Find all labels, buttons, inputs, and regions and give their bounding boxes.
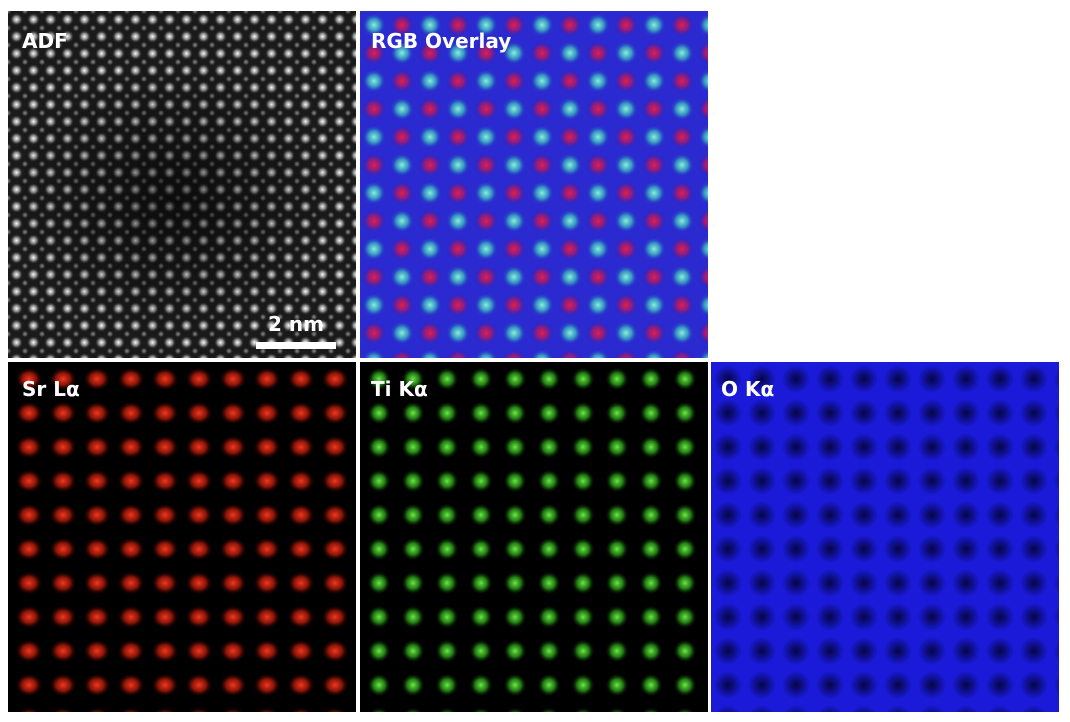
scale-bar (256, 342, 336, 349)
rgb-image (360, 11, 708, 358)
o-image (711, 362, 1059, 712)
panel-label: ADF (22, 29, 68, 53)
panel-sr: Sr Lα (8, 362, 356, 712)
panel-rgb: RGB Overlay (360, 11, 708, 358)
panel-label: RGB Overlay (371, 29, 511, 53)
ti-image (360, 362, 708, 712)
sr-image (8, 362, 356, 712)
scale-bar-label: 2 nm (268, 312, 324, 336)
panel-o: O Kα (711, 362, 1059, 712)
panel-ti: Ti Kα (360, 362, 708, 712)
adf-shade (20, 60, 360, 340)
panel-adf: ADF 2 nm (8, 11, 360, 358)
panel-label: Sr Lα (22, 377, 80, 401)
panel-label: O Kα (721, 377, 774, 401)
panel-label: Ti Kα (371, 377, 428, 401)
